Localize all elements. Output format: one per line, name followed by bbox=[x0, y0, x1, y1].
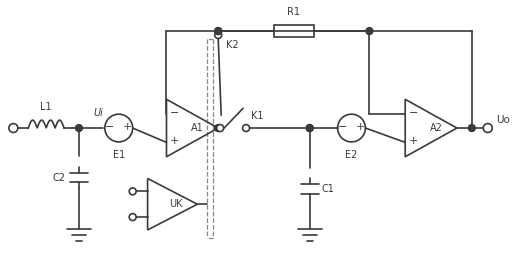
Circle shape bbox=[483, 124, 492, 133]
Text: −: − bbox=[105, 122, 115, 132]
Circle shape bbox=[215, 28, 222, 34]
Text: Ui: Ui bbox=[94, 108, 104, 118]
Text: C1: C1 bbox=[321, 184, 334, 194]
Circle shape bbox=[9, 124, 18, 133]
Text: UK: UK bbox=[169, 199, 182, 209]
Circle shape bbox=[243, 125, 250, 132]
Circle shape bbox=[129, 188, 136, 195]
Circle shape bbox=[366, 28, 373, 34]
Bar bbox=[274, 25, 314, 37]
Circle shape bbox=[306, 125, 313, 132]
Text: −: − bbox=[338, 122, 347, 132]
Text: +: + bbox=[170, 136, 179, 146]
Text: Uo: Uo bbox=[496, 115, 510, 125]
Text: −: − bbox=[409, 108, 418, 118]
Circle shape bbox=[75, 125, 83, 132]
Text: +: + bbox=[123, 122, 133, 132]
Circle shape bbox=[217, 125, 223, 132]
Text: K2: K2 bbox=[226, 40, 239, 50]
Text: K1: K1 bbox=[251, 111, 264, 121]
Text: −: − bbox=[170, 108, 179, 118]
Circle shape bbox=[215, 28, 222, 34]
Text: A2: A2 bbox=[430, 123, 443, 133]
Circle shape bbox=[215, 32, 222, 38]
Text: C2: C2 bbox=[52, 173, 65, 183]
Text: R1: R1 bbox=[287, 7, 300, 17]
Circle shape bbox=[469, 125, 475, 132]
Circle shape bbox=[129, 214, 136, 221]
Text: +: + bbox=[409, 136, 418, 146]
Text: E1: E1 bbox=[112, 150, 125, 160]
Circle shape bbox=[215, 125, 222, 132]
Text: L1: L1 bbox=[40, 102, 52, 112]
Circle shape bbox=[306, 125, 313, 132]
Text: +: + bbox=[356, 122, 365, 132]
Text: E2: E2 bbox=[345, 150, 358, 160]
Text: A1: A1 bbox=[191, 123, 204, 133]
